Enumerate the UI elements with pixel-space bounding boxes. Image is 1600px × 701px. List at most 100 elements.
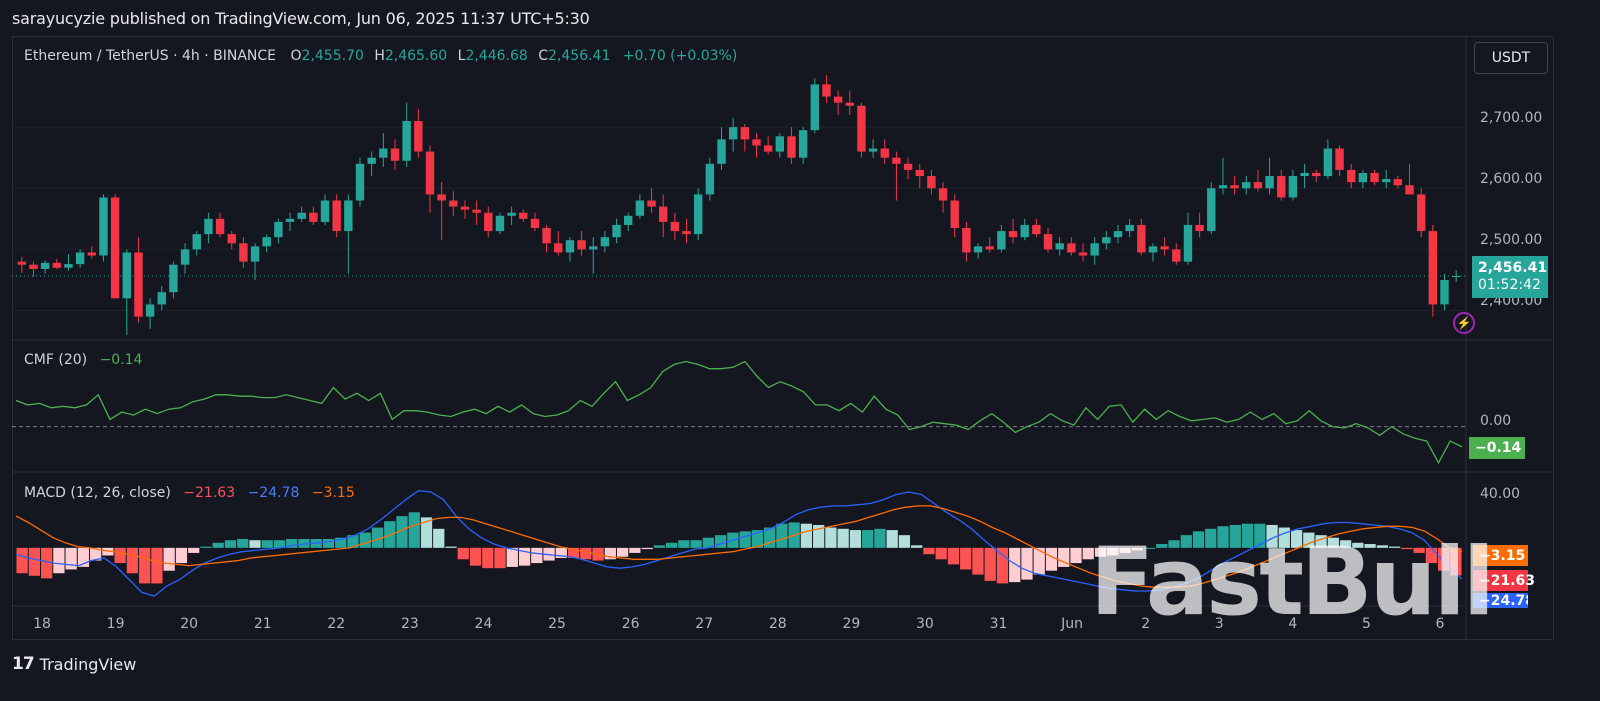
macd-histogram-bar [935, 547, 947, 560]
macd-histogram-bar [604, 547, 616, 560]
macd-histogram-bar [1045, 547, 1058, 571]
candle-body [1008, 231, 1018, 238]
macd-histogram-bar [898, 535, 911, 548]
candle-body [787, 136, 796, 158]
macd-histogram-bar [825, 527, 837, 548]
macd-histogram-bar [249, 540, 261, 548]
macd-histogram-bar [531, 547, 543, 564]
date-tick-label: 18 [33, 616, 51, 632]
candle-body [285, 218, 295, 222]
last-price-tag: 2,456.41 01:52:42 [1472, 256, 1548, 298]
date-tick-label: 24 [474, 616, 493, 632]
date-tick-label: 31 [989, 616, 1008, 632]
macd-histogram-bar [886, 530, 898, 548]
candle-body [1137, 224, 1146, 253]
macd-histogram-bar [690, 540, 702, 548]
lightning-icon[interactable]: ⚡ [1453, 312, 1475, 334]
candle-body [192, 234, 201, 250]
macd-title[interactable]: MACD (12, 26, close) [24, 485, 171, 501]
candle-body [892, 157, 901, 164]
macd-histogram-bar [139, 547, 151, 584]
macd-histogram-bar [1388, 546, 1401, 548]
macd-histogram-bar [494, 547, 506, 569]
candle-body [624, 215, 633, 225]
currency-button[interactable]: USDT [1474, 42, 1548, 74]
date-tick-label: 6 [1435, 616, 1445, 632]
candle-body [1032, 224, 1041, 235]
candle-body [1405, 185, 1414, 195]
macd-histogram-bar [1278, 527, 1290, 548]
candle-body [250, 246, 260, 262]
macd-histogram-bar [1376, 545, 1388, 548]
macd-histogram-bar [188, 547, 200, 553]
candle-body [903, 163, 913, 170]
footer-brand-text: TradingView [39, 654, 137, 674]
candle-body [262, 237, 271, 247]
candle-body [87, 252, 96, 256]
candle-body [1393, 179, 1403, 186]
candle-body [647, 200, 656, 207]
macd-histogram-bar [1131, 547, 1143, 551]
macd-histogram-bar [396, 516, 408, 548]
macd-signal-value: −3.15 [311, 485, 355, 501]
macd-histogram-bar [1241, 523, 1254, 548]
candle-body [1416, 194, 1426, 232]
cmf-title[interactable]: CMF (20) [24, 352, 88, 368]
macd-histogram-bar [518, 547, 531, 566]
date-tick-label: 26 [621, 616, 640, 632]
candle-body [1207, 188, 1216, 232]
macd-histogram-bar [764, 527, 776, 548]
candle-body [565, 240, 575, 253]
macd-histogram-bar [837, 528, 849, 548]
macd-histogram-bar [212, 542, 224, 548]
date-tick-label: 19 [106, 616, 125, 632]
candle-body [425, 151, 435, 195]
macd-axis-label: 40.00 [1480, 486, 1521, 502]
candle-body [822, 84, 831, 97]
footer-brand[interactable]: 17 TradingView [12, 654, 136, 674]
candle-body [1440, 279, 1449, 305]
candlestick-series [17, 75, 1461, 335]
date-tick-label: 30 [916, 616, 934, 632]
macd-histogram-bar [506, 547, 518, 567]
candle-body [1277, 176, 1286, 198]
macd-histogram-bar [1303, 532, 1315, 548]
macd-histogram-bar [1339, 540, 1352, 548]
candle-body [1335, 148, 1344, 170]
cmf-value: −0.14 [99, 352, 143, 368]
macd-histogram-bar [457, 547, 469, 560]
macd-histogram-bar [1205, 528, 1217, 548]
macd-histogram-bar [1327, 537, 1339, 548]
candle-body [962, 228, 971, 253]
candle-body [484, 212, 493, 232]
macd-histogram-bar [224, 540, 237, 548]
candle-body [1312, 172, 1321, 177]
macd-histogram-bar [567, 547, 580, 559]
candle-body [927, 176, 936, 189]
candle-body [110, 197, 120, 299]
macd-histogram-bar [1192, 531, 1205, 548]
candle-body [1113, 231, 1123, 238]
macd-histogram-bar [90, 547, 102, 561]
candle-body [1300, 172, 1309, 177]
high-label: H [374, 48, 385, 64]
candle-body [1370, 172, 1379, 183]
candle-body [880, 148, 889, 158]
date-tick-label: 2 [1141, 616, 1151, 632]
macd-histogram-bar [800, 523, 813, 548]
close-label: C [538, 48, 549, 64]
candle-body [157, 292, 166, 305]
price-grid [12, 126, 1466, 312]
macd-histogram-value: −21.63 [183, 485, 236, 501]
candle-body [40, 262, 50, 269]
cmf-zero-label: 0.00 [1480, 413, 1512, 429]
watermark-logo: FastBull [1090, 528, 1495, 637]
candle-body [659, 206, 668, 222]
candle-body [1323, 148, 1333, 177]
symbol-title[interactable]: Ethereum / TetherUS · 4h · BINANCE [24, 48, 277, 64]
macd-histogram-bar [984, 547, 996, 581]
candle-body [728, 127, 738, 140]
macd-signal-tag: −3.15 [1473, 545, 1528, 566]
candle-body [1102, 237, 1111, 244]
